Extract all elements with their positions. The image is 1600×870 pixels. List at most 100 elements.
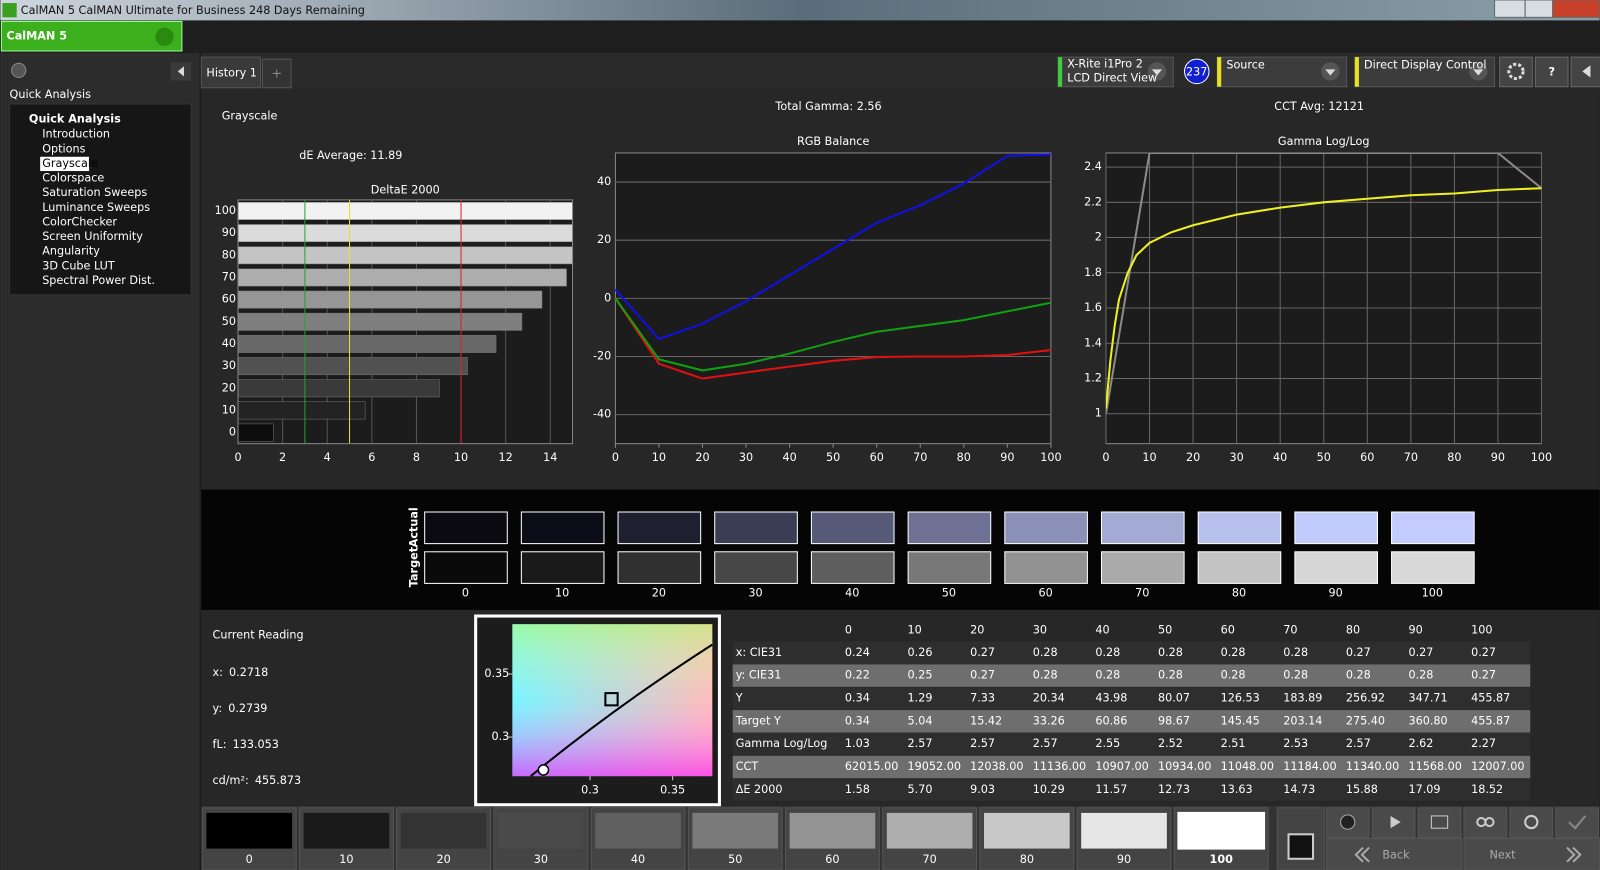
bar [238, 268, 567, 287]
row-label: y: CIE31 [736, 669, 782, 682]
toolbar-button[interactable] [1499, 56, 1533, 88]
next-button[interactable] [1463, 837, 1600, 870]
maximize-button[interactable] [1524, 0, 1554, 18]
table-cell: 0.24 [845, 646, 870, 659]
logo-text: CalMAN 5 [6, 30, 67, 43]
actual-swatch [907, 511, 992, 545]
table-cell: 2.57 [1033, 737, 1058, 750]
reading-label: x: [213, 666, 223, 679]
add-tab[interactable] [261, 58, 292, 89]
control-button[interactable] [1509, 807, 1554, 838]
column-header: 80 [1346, 623, 1360, 636]
nav-selection [40, 156, 90, 172]
target-swatch [1391, 551, 1475, 584]
table-cell: 62015.00 [845, 760, 898, 773]
table-cell: 2.57 [970, 737, 995, 750]
window-title: CalMAN 5 CalMAN Ultimate for Business 24… [21, 4, 365, 17]
help-icon: ? [1548, 65, 1555, 78]
series-line [614, 297, 1052, 380]
sidebar-pin[interactable] [11, 62, 27, 79]
row-label: Actual [407, 507, 420, 547]
y-tick-label: 90 [222, 226, 236, 239]
patch-color [400, 812, 487, 849]
swatch-panel [201, 489, 1600, 610]
meter-name: X-Rite i1Pro 2 [1067, 57, 1143, 70]
table-cell: 12007.00 [1471, 760, 1524, 773]
back-icon [1582, 65, 1591, 78]
table-cell: 60.86 [1095, 714, 1127, 727]
y-tick-label: -40 [593, 408, 611, 421]
reading-label: y: [213, 702, 223, 715]
table-cell: 0.26 [908, 646, 933, 659]
patch-label: 10 [339, 853, 353, 866]
table-cell: 0.28 [1095, 669, 1120, 682]
table-cell: 11340.00 [1346, 760, 1399, 773]
bar [238, 379, 440, 398]
table-cell: 0.28 [1221, 669, 1246, 682]
tab[interactable] [200, 56, 261, 89]
bar [238, 357, 468, 376]
table-cell: 98.67 [1158, 714, 1190, 727]
table-cell: 455.87 [1471, 691, 1510, 704]
table-cell: 0.28 [1095, 646, 1120, 659]
nav-group: Quick Analysis [29, 112, 121, 125]
bar [238, 202, 573, 220]
back-button[interactable] [1325, 837, 1463, 870]
table-row [732, 755, 1531, 779]
swatch-label: 0 [462, 587, 469, 600]
minimize-button[interactable] [1494, 0, 1526, 18]
swatch-label: 20 [652, 587, 666, 600]
y-tick-label: 0 [604, 291, 611, 304]
swatch-label: 50 [942, 587, 956, 600]
series-group [1105, 152, 1542, 414]
target-swatch [424, 551, 508, 584]
table-cell: 0.28 [1283, 669, 1308, 682]
x-tick-label: 6 [368, 451, 375, 464]
display-label: Direct Display Control [1364, 58, 1486, 71]
x-tick-label: 70 [1404, 451, 1418, 464]
y-tick-label: 70 [222, 270, 236, 283]
title-bar [0, 0, 1600, 21]
control-button[interactable] [1555, 807, 1600, 838]
y-tick-label: 1.6 [1084, 301, 1102, 314]
y-tick-label: 10 [222, 403, 236, 416]
patch-color [497, 812, 584, 849]
table-cell: 12038.00 [970, 760, 1023, 773]
x-tick-label: 20 [1186, 451, 1200, 464]
y-tick-label: 1 [1095, 407, 1102, 420]
table-cell: 80.07 [1158, 691, 1190, 704]
logo-dropdown[interactable] [155, 27, 174, 46]
reading-value: 0.2718 [229, 666, 268, 679]
table-cell: 2.57 [1346, 737, 1371, 750]
nav-item: Luminance Sweeps [42, 201, 150, 214]
chart-title: DeltaE 2000 [371, 184, 440, 197]
x-tick-label: 0 [612, 451, 619, 464]
swatch-label: 80 [1232, 587, 1246, 600]
table-cell: 11568.00 [1408, 760, 1461, 773]
y-tick-label: 100 [215, 204, 236, 217]
patch-label: 0 [246, 853, 253, 866]
table-cell: 0.28 [1221, 646, 1246, 659]
close-button[interactable] [1552, 0, 1600, 18]
nav-item: Grayscale [42, 157, 98, 170]
table-row [732, 778, 1531, 802]
y-tick-label: 2.2 [1084, 195, 1102, 208]
table-cell: 2.62 [1408, 737, 1433, 750]
table-cell: 0.25 [908, 669, 933, 682]
table-cell: 12.73 [1158, 783, 1190, 796]
bar [238, 224, 573, 243]
logo-button[interactable] [0, 20, 183, 52]
nav-item: 3D Cube LUT [42, 259, 115, 272]
y-tick-label: 50 [222, 315, 236, 328]
toolbar-button[interactable] [1534, 56, 1569, 88]
target-swatch [714, 551, 798, 584]
series-group [614, 153, 1052, 380]
control-button[interactable] [1417, 807, 1462, 838]
page-title: Grayscale [222, 109, 278, 122]
row-label: Target Y [735, 714, 781, 727]
stripe [1217, 57, 1222, 87]
bar [238, 312, 523, 331]
y-tick-label: 30 [222, 359, 236, 372]
